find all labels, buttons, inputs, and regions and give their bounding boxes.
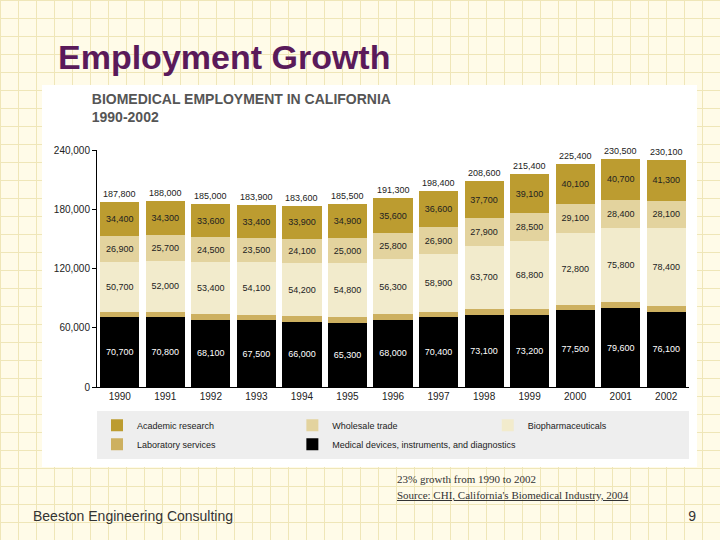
- svg-text:1995: 1995: [336, 391, 359, 402]
- svg-text:2000: 2000: [564, 391, 587, 402]
- svg-text:79,600: 79,600: [607, 343, 635, 353]
- html-text:Employment Growth: Employment Growth: [58, 38, 391, 76]
- svg-text:24,500: 24,500: [197, 245, 225, 255]
- svg-text:75,800: 75,800: [607, 260, 635, 270]
- svg-text:33,900: 33,900: [288, 217, 316, 227]
- svg-text:Biopharmaceuticals: Biopharmaceuticals: [528, 421, 607, 431]
- svg-text:27,900: 27,900: [470, 227, 498, 237]
- svg-text:72,800: 72,800: [561, 264, 589, 274]
- svg-text:40,100: 40,100: [561, 179, 589, 189]
- svg-text:25,800: 25,800: [379, 241, 407, 251]
- svg-text:2002: 2002: [655, 391, 678, 402]
- svg-text:78,400: 78,400: [652, 262, 680, 272]
- svg-text:73,100: 73,100: [470, 346, 498, 356]
- svg-text:29,100: 29,100: [561, 213, 589, 223]
- svg-text:198,400: 198,400: [422, 178, 455, 188]
- svg-text:67,500: 67,500: [243, 349, 271, 359]
- svg-text:Laboratory services: Laboratory services: [137, 440, 216, 450]
- svg-text:68,100: 68,100: [197, 348, 225, 358]
- svg-text:28,400: 28,400: [607, 209, 635, 219]
- svg-text:70,700: 70,700: [106, 347, 134, 357]
- svg-text:26,900: 26,900: [425, 236, 453, 246]
- svg-text:54,100: 54,100: [243, 283, 271, 293]
- svg-text:185,500: 185,500: [331, 191, 364, 201]
- svg-text:26,900: 26,900: [106, 244, 134, 254]
- svg-text:34,900: 34,900: [334, 216, 362, 226]
- svg-text:56,300: 56,300: [379, 282, 407, 292]
- svg-text:0: 0: [84, 382, 90, 393]
- svg-text:1991: 1991: [154, 391, 177, 402]
- svg-text:120,000: 120,000: [54, 263, 91, 274]
- svg-text:1997: 1997: [427, 391, 450, 402]
- svg-text:1990: 1990: [109, 391, 132, 402]
- html-text:23% growth from 1990 to 2002: 23% growth from 1990 to 2002: [397, 473, 536, 485]
- svg-text:1993: 1993: [245, 391, 268, 402]
- svg-text:35,600: 35,600: [379, 211, 407, 221]
- svg-text:33,400: 33,400: [243, 217, 271, 227]
- svg-text:183,900: 183,900: [240, 192, 273, 202]
- svg-text:215,400: 215,400: [513, 161, 546, 171]
- svg-text:2001: 2001: [610, 391, 633, 402]
- svg-text:68,000: 68,000: [379, 348, 407, 358]
- svg-text:Academic research: Academic research: [137, 421, 214, 431]
- svg-text:1994: 1994: [291, 391, 314, 402]
- svg-text:185,000: 185,000: [194, 191, 227, 201]
- svg-text:34,300: 34,300: [152, 213, 180, 223]
- svg-text:63,700: 63,700: [470, 272, 498, 282]
- svg-text:34,400: 34,400: [106, 214, 134, 224]
- svg-text:1992: 1992: [200, 391, 223, 402]
- svg-text:28,100: 28,100: [652, 209, 680, 219]
- svg-text:24,100: 24,100: [288, 246, 316, 256]
- svg-text:60,000: 60,000: [59, 322, 90, 333]
- svg-text:52,000: 52,000: [152, 281, 180, 291]
- svg-text:66,000: 66,000: [288, 349, 316, 359]
- svg-text:70,400: 70,400: [425, 347, 453, 357]
- svg-text:39,100: 39,100: [516, 189, 544, 199]
- svg-text:187,800: 187,800: [103, 189, 136, 199]
- svg-text:208,600: 208,600: [468, 168, 501, 178]
- html-text:Source: CHI, California's Biom: Source: CHI, California's Biomedical Ind…: [397, 489, 629, 501]
- svg-text:183,600: 183,600: [285, 193, 318, 203]
- svg-text:28,500: 28,500: [516, 222, 544, 232]
- svg-text:53,400: 53,400: [197, 283, 225, 293]
- svg-text:240,000: 240,000: [54, 145, 91, 156]
- svg-text:1996: 1996: [382, 391, 405, 402]
- svg-text:40,700: 40,700: [607, 174, 635, 184]
- svg-text:41,300: 41,300: [652, 175, 680, 185]
- svg-text:50,700: 50,700: [106, 282, 134, 292]
- svg-text:230,500: 230,500: [604, 146, 637, 156]
- html-text:Beeston Engineering Consulting: Beeston Engineering Consulting: [33, 508, 233, 524]
- svg-text:54,200: 54,200: [288, 285, 316, 295]
- svg-text:23,500: 23,500: [243, 245, 271, 255]
- svg-text:58,900: 58,900: [425, 278, 453, 288]
- svg-text:230,100: 230,100: [650, 147, 683, 157]
- html-text:9: 9: [688, 508, 696, 524]
- svg-text:77,500: 77,500: [561, 344, 589, 354]
- svg-text:76,100: 76,100: [652, 344, 680, 354]
- svg-text:180,000: 180,000: [54, 204, 91, 215]
- svg-text:191,300: 191,300: [377, 185, 410, 195]
- svg-text:BIOMEDICAL EMPLOYMENT IN CALIF: BIOMEDICAL EMPLOYMENT IN CALIFORNIA1990-…: [92, 91, 391, 125]
- svg-text:Medical devices, instruments,: Medical devices, instruments, and diagno…: [332, 440, 516, 450]
- svg-text:70,800: 70,800: [152, 347, 180, 357]
- svg-text:Wholesale trade: Wholesale trade: [332, 421, 397, 431]
- svg-text:36,600: 36,600: [425, 204, 453, 214]
- svg-text:68,800: 68,800: [516, 270, 544, 280]
- svg-text:25,700: 25,700: [152, 243, 180, 253]
- svg-text:225,400: 225,400: [559, 151, 592, 161]
- svg-text:25,000: 25,000: [334, 246, 362, 256]
- svg-text:37,700: 37,700: [470, 195, 498, 205]
- svg-text:1999: 1999: [518, 391, 541, 402]
- svg-text:1998: 1998: [473, 391, 496, 402]
- svg-text:73,200: 73,200: [516, 346, 544, 356]
- svg-text:54,800: 54,800: [334, 285, 362, 295]
- svg-text:33,600: 33,600: [197, 216, 225, 226]
- svg-text:65,300: 65,300: [334, 350, 362, 360]
- svg-text:188,000: 188,000: [149, 188, 182, 198]
